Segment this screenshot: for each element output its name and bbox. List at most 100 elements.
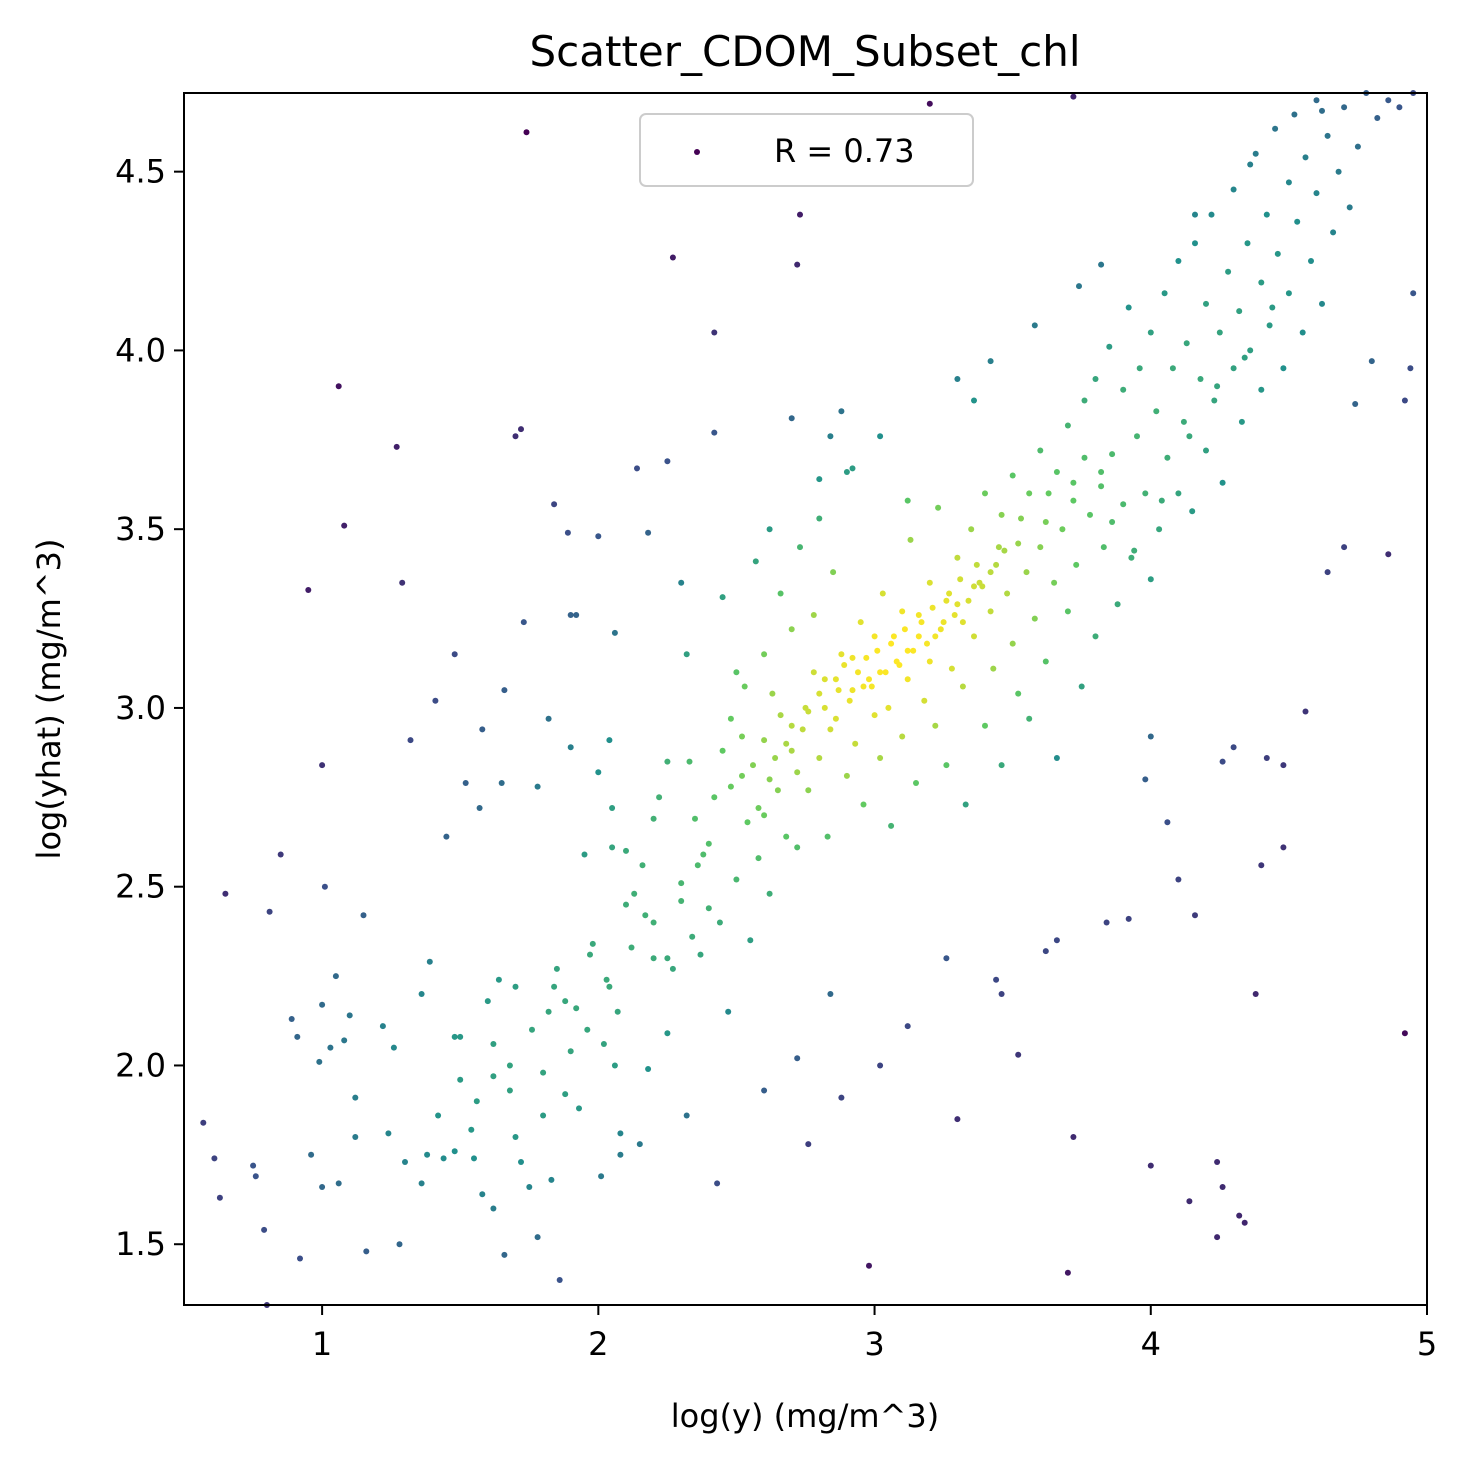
data-point <box>711 794 718 801</box>
data-point <box>609 805 616 811</box>
data-point <box>305 587 312 593</box>
data-point <box>589 940 596 947</box>
data-point <box>918 619 925 626</box>
data-point <box>1352 401 1359 407</box>
data-point <box>1313 190 1320 197</box>
data-point <box>556 1277 563 1283</box>
data-point <box>1214 1159 1221 1165</box>
data-point <box>418 991 425 997</box>
data-point <box>462 780 469 786</box>
data-point <box>816 515 823 522</box>
data-point <box>943 955 950 962</box>
data-point <box>335 1180 342 1187</box>
data-point <box>774 787 781 794</box>
data-point <box>598 1173 605 1180</box>
data-point <box>457 1076 464 1083</box>
data-point <box>1319 300 1325 307</box>
y-tick-label: 3.0 <box>115 689 166 727</box>
data-point <box>636 1141 643 1148</box>
data-point <box>832 676 839 683</box>
data-point <box>835 687 842 694</box>
data-point <box>390 1044 397 1051</box>
data-point <box>628 944 635 951</box>
data-point <box>1285 290 1292 297</box>
data-point <box>719 594 726 601</box>
data-point <box>1042 658 1049 665</box>
data-point <box>871 712 878 719</box>
data-point <box>711 329 718 336</box>
data-point <box>885 704 892 711</box>
data-point <box>1230 744 1237 751</box>
data-point <box>769 690 776 697</box>
data-point <box>327 1044 334 1051</box>
data-point <box>471 1155 477 1162</box>
data-point <box>982 490 988 497</box>
data-point <box>971 583 977 590</box>
data-point <box>993 561 1000 568</box>
data-point <box>766 526 773 533</box>
data-point <box>926 658 933 665</box>
data-point <box>893 658 900 665</box>
data-point <box>562 1091 569 1098</box>
data-point <box>990 665 997 672</box>
data-point <box>1214 1234 1221 1241</box>
data-point <box>794 769 801 776</box>
data-point <box>882 669 889 676</box>
data-point <box>506 1087 513 1094</box>
data-point <box>609 844 616 851</box>
plot-frame <box>183 92 1428 1306</box>
data-point <box>805 708 812 715</box>
data-point <box>341 1037 348 1044</box>
data-point <box>783 833 790 840</box>
data-point <box>545 715 552 722</box>
data-point <box>518 426 524 433</box>
data-point <box>1410 290 1417 297</box>
legend: R = 0.73 <box>639 113 974 187</box>
y-tick-label: 2.0 <box>115 1046 166 1084</box>
data-point <box>316 1058 323 1065</box>
chart-title: Scatter_CDOM_Subset_chl <box>529 27 1080 76</box>
data-point <box>1247 161 1254 168</box>
data-point <box>1354 143 1361 150</box>
data-point <box>951 612 958 618</box>
data-point <box>1147 733 1154 740</box>
data-point <box>1092 376 1099 382</box>
data-point <box>529 1026 535 1033</box>
data-point <box>1053 469 1060 475</box>
data-point <box>1128 554 1135 561</box>
data-point <box>490 1205 497 1212</box>
data-point <box>1015 540 1022 547</box>
data-point <box>739 772 745 779</box>
x-tick-label: 4 <box>1141 1325 1161 1363</box>
data-point <box>1407 365 1414 372</box>
data-point <box>874 647 881 654</box>
data-point <box>962 801 969 808</box>
data-point <box>1401 1030 1408 1037</box>
data-point <box>1001 547 1008 554</box>
data-point <box>957 576 964 583</box>
data-point <box>216 1194 223 1201</box>
data-point <box>1092 633 1099 640</box>
data-point <box>567 1048 574 1055</box>
data-point <box>617 1130 624 1137</box>
data-point <box>1269 304 1276 311</box>
data-point <box>852 740 859 747</box>
data-point <box>1324 569 1331 576</box>
data-point <box>1385 97 1392 104</box>
data-point <box>595 769 602 776</box>
data-point <box>562 998 569 1005</box>
data-point <box>1175 876 1182 883</box>
data-point <box>1147 1162 1154 1169</box>
data-point <box>838 651 845 658</box>
data-point <box>1142 776 1149 783</box>
data-point <box>567 612 574 618</box>
data-point <box>266 908 273 915</box>
data-point <box>1037 544 1044 551</box>
data-point <box>733 876 740 883</box>
data-point <box>1125 915 1132 922</box>
data-point <box>573 1005 580 1012</box>
data-point <box>645 529 652 536</box>
data-point <box>656 794 663 801</box>
data-point <box>868 683 875 690</box>
